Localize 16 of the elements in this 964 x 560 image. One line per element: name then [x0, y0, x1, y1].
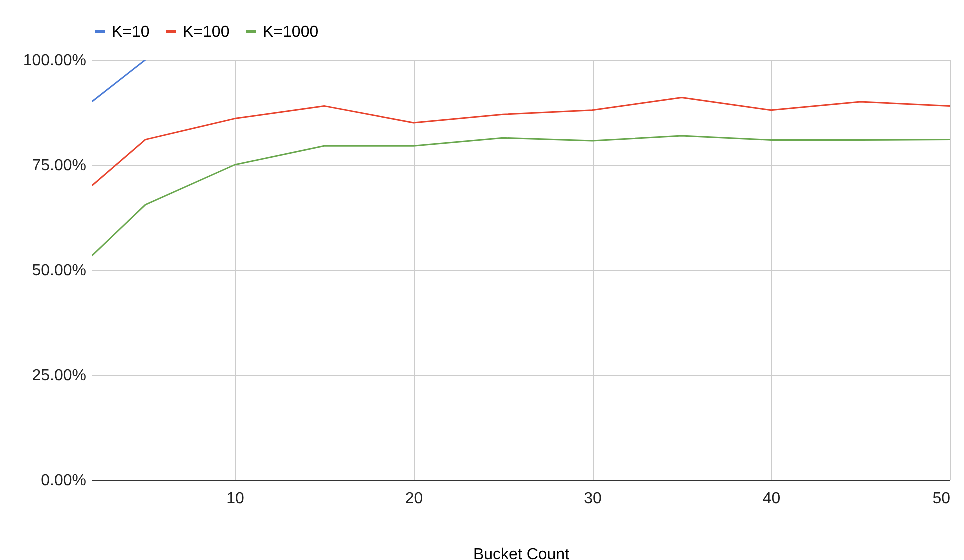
x-axis-title: Bucket Count — [473, 546, 570, 560]
line-series — [92, 97, 950, 187]
legend-label: K=100 — [183, 24, 230, 41]
x-tick-label: 40 — [762, 490, 781, 508]
x-tick-label: 20 — [405, 490, 424, 508]
x-tick-label: 30 — [584, 490, 602, 508]
legend-label: K=1000 — [263, 24, 319, 41]
y-tick-label: 50.00% — [32, 262, 86, 280]
legend-label: K=10 — [112, 24, 150, 41]
y-tick-label: 75.00% — [32, 158, 86, 174]
x-tick-label: 50 — [932, 490, 951, 508]
x-tick-label: 10 — [226, 490, 244, 508]
y-tick-label: 100.00% — [23, 52, 86, 70]
y-tick-label: 25.00% — [32, 368, 86, 384]
y-tick-label: 0.00% — [41, 472, 86, 490]
line-series — [92, 135, 950, 257]
